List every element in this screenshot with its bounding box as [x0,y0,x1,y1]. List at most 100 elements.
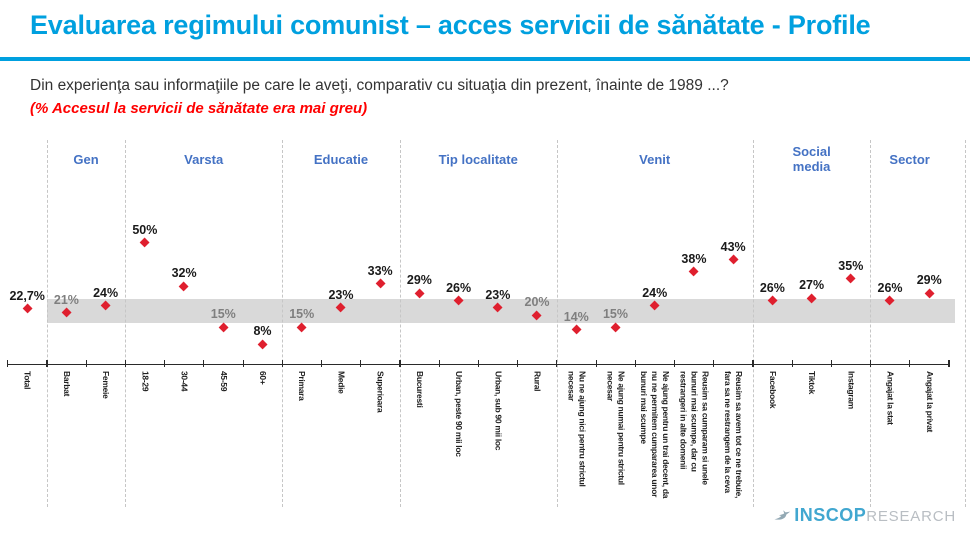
value-label: 8% [253,324,272,339]
survey-question: Din experienţa sau informaţiile pe care … [30,77,729,94]
category-label: Ne ajung pentru un trai decent, da nu ne… [635,371,674,533]
category-label-text: Medie [336,371,347,394]
value-label: 23% [485,287,511,302]
value-label: 22,7% [9,288,45,303]
data-point [728,254,739,265]
category-label-text: Barbat [61,371,72,397]
category-label-text: Ne ajung pentru un trai decent, da nu ne… [639,371,672,499]
axis-tick [360,360,362,367]
category-label-text: Facebook [767,371,778,409]
value-label: 14% [563,309,589,324]
category-label: 18-29 [125,371,164,533]
value-label: 43% [720,239,746,254]
value-label: 24% [93,285,119,300]
value-label: 26% [446,280,472,295]
category-label-text: 45-59 [218,371,229,392]
data-point [924,288,935,299]
value-label: 32% [171,266,197,281]
category-label-text: 30-44 [179,371,190,392]
value-label: 15% [602,307,629,322]
data-point [688,266,700,277]
axis-tick [791,360,793,367]
category-label: Reusim sa avem tot ce ne trebuie, fara s… [714,371,753,533]
category-label: 60+ [243,371,282,533]
category-label: Ne ajung numai pentru strictul necesar [596,371,635,533]
value-label: 29% [916,273,942,288]
category-label: Nu ne ajung nici pentru strictul necesar [557,371,596,533]
survey-note: (% Accesul la servicii de sănătate era m… [30,100,368,117]
data-point [296,322,307,333]
axis-tick [948,360,950,367]
title-underline [0,57,970,61]
category-label: Femeie [86,371,125,533]
value-label: 29% [406,273,432,288]
axis-tick [281,360,283,367]
value-label: 35% [838,259,864,273]
category-label: Rural [517,371,556,533]
category-label: Angajat la privat [910,371,949,533]
axis-tick [85,360,87,367]
axis-tick [595,360,597,367]
data-point [845,273,856,285]
value-label: 38% [681,251,707,266]
axis-tick [438,360,440,367]
category-label-text: Angajat la stat [885,371,896,425]
data-point [178,281,190,292]
category-label-text: Bucuresti [414,371,425,408]
group-divider [870,140,872,507]
category-label: Superioara [361,371,400,533]
value-label: 33% [367,263,393,278]
category-label-text: Urban, sub 90 mii loc [493,371,504,451]
axis-tick [477,360,480,367]
group-header: Tip localitate [438,151,518,167]
category-label-text: Total [22,371,33,390]
data-point [22,303,33,314]
value-label: 26% [759,280,785,295]
category-label-text: Reusim sa cumparam si unele bunuri mai s… [678,371,711,485]
axis-tick [713,360,715,367]
group-divider [399,140,401,507]
category-label: Total [8,371,47,533]
group-header: Sector [889,151,930,167]
axis-tick [909,360,911,367]
axis-tick [7,360,9,367]
axis-tick [556,360,558,367]
data-point [257,339,268,350]
category-label-text: Femeie [101,371,112,399]
category-label-text: Instagram [846,371,857,409]
axis-tick [124,360,127,367]
category-label-text: 18-29 [140,371,151,392]
value-label: 24% [642,285,668,300]
axis-tick [46,360,48,367]
category-label: Facebook [753,371,792,533]
data-point [610,322,621,333]
category-label-text: Tiktok [807,371,818,395]
category-label: Urban, sub 90 mii loc [478,371,517,533]
value-label: 15% [289,307,315,322]
category-label: Instagram [831,371,870,533]
category-label: Angajat la stat [870,371,909,533]
category-label: Primara [282,371,321,533]
axis-tick [203,360,205,367]
category-label-text: Superioara [375,371,386,413]
axis-tick [399,360,401,367]
category-label-text: 60+ [258,371,268,385]
category-label-text: Nu ne ajung nici pentru strictul necesar [566,371,588,487]
axis-tick [517,360,519,367]
axis-tick [830,360,832,367]
bird-icon [774,509,791,520]
axis-tick [634,360,636,367]
value-label: 21% [53,292,79,307]
group-divider [46,140,48,507]
category-label: Barbat [47,371,86,533]
group-divider [752,140,754,507]
category-label-text: Ne ajung numai pentru strictul necesar [605,371,627,485]
value-label: 15% [210,307,236,322]
category-label-text: Primara [297,371,308,401]
group-header: Gen [73,151,99,167]
axis-tick [164,360,166,367]
reference-band [47,299,955,323]
category-label: 30-44 [164,371,203,533]
